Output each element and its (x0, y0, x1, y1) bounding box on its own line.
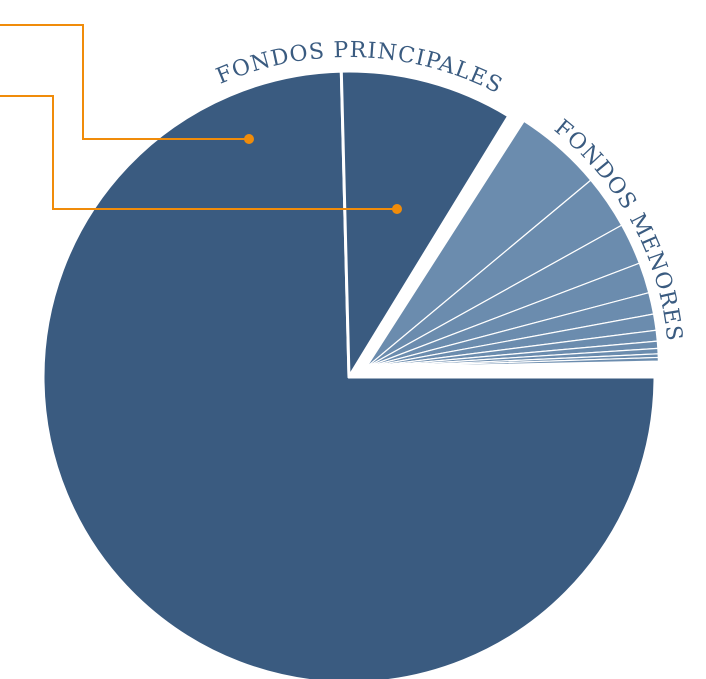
pie-slices (41, 69, 659, 679)
pie-slice-group-1-10 (365, 356, 659, 368)
leader-slice-0-line (0, 24, 249, 140)
pie-slice-group-0-1 (339, 69, 511, 379)
leader-lines (0, 24, 402, 214)
leader-slice-0-dot (244, 134, 254, 144)
pie-slice-group-0-0 (41, 69, 657, 679)
leader-slice-1-line (0, 95, 397, 210)
leader-slice-1-dot (392, 204, 402, 214)
